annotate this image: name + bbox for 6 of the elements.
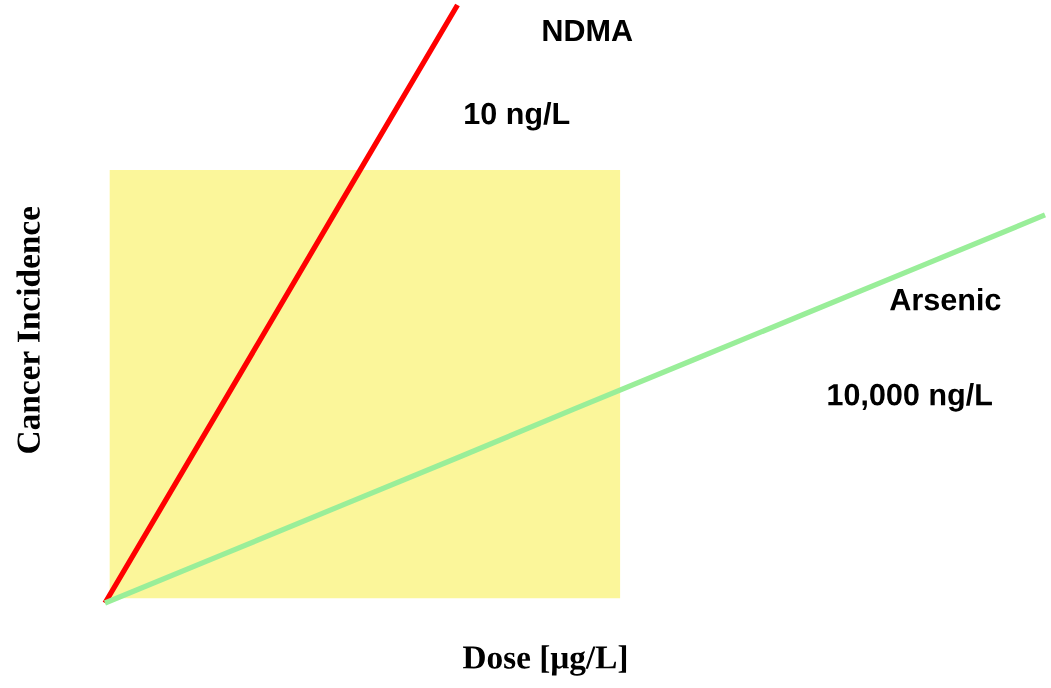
series-label: Arsenic (890, 287, 1001, 311)
x-axis-title: Dose [μg/L] (463, 645, 627, 676)
text: NDMA (543, 20, 633, 42)
annotation: 10,000 ng/L (828, 383, 992, 412)
y-axis-title: Cancer Incidence (16, 206, 40, 453)
annotation: 10 ng/L (465, 101, 570, 131)
